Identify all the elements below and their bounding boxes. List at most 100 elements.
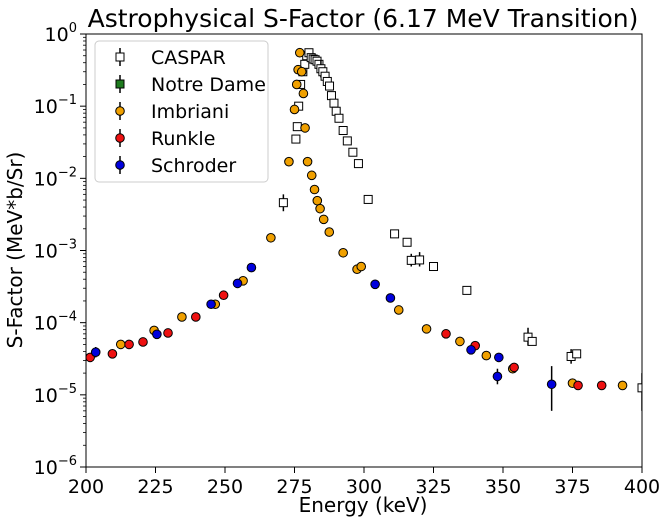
runkle-point [107,349,118,359]
caspar-point [429,262,438,272]
runkle-point [138,337,148,347]
imbriani-point [315,203,325,214]
imbriani-point [481,350,492,361]
caspar-point [390,229,400,239]
schroder-point [466,345,476,355]
imbriani-point [306,170,317,181]
runkle-point [163,328,173,338]
imbriani-point [115,339,126,350]
legend-caspar-label: CASPAR [151,47,226,69]
schroder-point [206,299,216,310]
runkle-point [218,290,229,301]
y-tick-base: 10 [34,457,58,479]
imbriani-point [298,88,309,99]
caspar-point [402,237,412,247]
caspar-point [325,81,335,91]
legend-schroder-label: Schroder [151,155,236,177]
imbriani-point [266,232,276,243]
imbriani-point [284,156,294,167]
imbriani-point [289,104,300,115]
legend: CASPAR Notre Dame Imbriani Runkle Schroder [94,40,269,183]
y-tick-exponent: −4 [58,310,77,325]
legend-runkle-label: Runkle [151,128,215,150]
imbriani-point [617,380,628,391]
x-tick-label: 225 [137,476,173,498]
y-tick-label: 10−4 [34,310,77,335]
schroder-point [546,379,557,390]
y-axis-label: S-Factor (MeV*b/Sr) [3,152,27,349]
x-tick-label: 250 [207,476,243,498]
legend-schroder-marker [115,160,125,170]
legend-imbriani-marker [115,106,125,116]
caspar-point [527,336,537,346]
runkle-point [124,339,134,350]
y-tick-label: 10−5 [34,382,77,407]
y-tick-base: 10 [34,168,58,190]
y-tick-base: 10 [34,313,58,335]
caspar-point [326,91,336,101]
caspar-point [363,194,373,204]
runkle-point [596,380,607,391]
chart-title: Astrophysical S-Factor (6.17 MeV Transit… [88,4,639,33]
schroder-point [492,371,503,382]
imbriani-point [177,312,187,322]
caspar-point [348,147,358,157]
imbriani-point [421,324,432,334]
y-tick-exponent: −2 [58,165,77,180]
imbriani-point [294,47,305,58]
runkle-point [509,362,519,373]
schroder-point [232,278,243,289]
schroder-point [494,352,504,363]
imbriani-point [291,79,302,90]
plot-frame [85,33,643,468]
caspar-point [415,255,425,265]
runkle-point [441,329,451,339]
imbriani-point [455,336,465,347]
legend-caspar-marker [115,52,125,62]
caspar-point [637,383,642,393]
y-tick-base: 10 [34,385,58,407]
x-axis-label: Energy (keV) [299,493,428,517]
caspar-point [342,136,352,146]
caspar-point [334,113,344,123]
imbriani-point [312,195,323,206]
x-tick-label: 375 [554,476,590,498]
imbriani-point [318,214,329,225]
x-tick-label: 275 [276,476,312,498]
imbriani-point [309,184,320,195]
y-tick-label: 10−6 [34,454,77,479]
x-tick-label: 350 [485,476,521,498]
x-tick-label: 325 [415,476,451,498]
imbriani-point [338,247,348,258]
caspar-point [329,98,339,108]
imbriani-point [296,66,307,77]
y-tick-exponent: −1 [58,93,77,108]
runkle-point [191,312,201,322]
legend-notre-dame-label: Notre Dame [151,74,266,96]
schroder-point [152,329,162,340]
caspar-point [278,198,288,208]
imbriani-point [300,123,310,133]
x-tick-label: 200 [68,476,104,498]
caspar-point [291,134,301,144]
y-tick-base: 10 [34,241,58,263]
caspar-point [338,126,348,136]
y-tick-base: 10 [34,96,58,118]
y-tick-exponent: −3 [58,238,77,253]
legend-notre-dame-marker [115,79,125,89]
schroder-point [90,347,101,357]
caspar-point [292,122,302,132]
y-tick-exponent: −5 [58,382,77,397]
x-tick-label: 400 [624,476,660,498]
data-marks [86,47,642,411]
caspar-point [353,159,363,169]
runkle-point [573,380,583,391]
legend-imbriani-label: Imbriani [151,101,229,123]
y-tick-exponent: 0 [69,21,77,36]
y-tick-label: 100 [45,21,77,46]
legend-runkle-marker [115,133,125,143]
schroder-point [385,293,396,303]
y-tick-label: 10−1 [34,93,77,118]
